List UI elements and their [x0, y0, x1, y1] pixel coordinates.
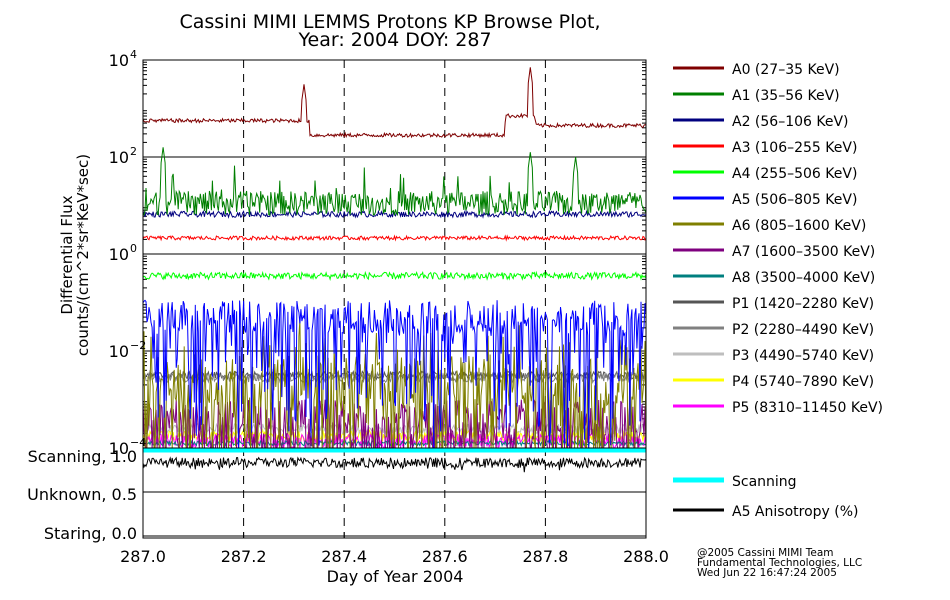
legend-item: A2 (56–106 KeV)	[673, 114, 849, 130]
y-tick-base: 10	[109, 439, 129, 458]
series-line-0	[142, 67, 647, 139]
lower-panel-grid	[143, 448, 646, 538]
legend: A0 (27–35 KeV) A1 (35–56 KeV) A2 (56–106 K…	[673, 62, 883, 520]
y-tick-exponent: −2	[130, 339, 146, 352]
legend-item: A4 (255–506 KeV)	[673, 166, 857, 182]
x-tick-label: 287.6	[422, 547, 468, 566]
y-tick-label: 10 2	[109, 145, 137, 167]
credit-line-1: @2005 Cassini MIMI Team	[697, 547, 834, 559]
legend-label: A0 (27–35 KeV)	[732, 62, 840, 78]
legend-item: P5 (8310–11450 KeV)	[673, 400, 883, 416]
x-tick-label: 288.0	[623, 547, 669, 566]
y-tick-exponent: 4	[130, 48, 137, 61]
legend-label: A6 (805–1600 KeV)	[732, 218, 866, 234]
legend-item: A7 (1600–3500 KeV)	[673, 244, 875, 260]
y-tick-exponent: −4	[130, 436, 146, 449]
y-tick-base: 10	[109, 148, 129, 167]
legend-label: P3 (4490–5740 KeV)	[732, 348, 874, 364]
x-axis-label: Day of Year 2004	[327, 567, 464, 586]
credit-line-2: Fundamental Technologies, LLC	[697, 557, 862, 569]
y-axis-label-line2: counts/(cm^2*sr*KeV*sec)	[74, 154, 92, 356]
legend-label-anisotropy: A5 Anisotropy (%)	[732, 504, 859, 520]
legend-label: P5 (8310–11450 KeV)	[732, 400, 883, 416]
legend-label: P2 (2280–4490 KeV)	[732, 322, 874, 338]
y-tick-exponent: 2	[130, 145, 137, 158]
y-tick-label: 10 4	[109, 48, 137, 70]
legend-label: A2 (56–106 KeV)	[732, 114, 849, 130]
legend-item: P1 (1420–2280 KeV)	[673, 296, 874, 312]
x-tick-label: 287.0	[120, 547, 166, 566]
y-tick-base: 10	[109, 51, 129, 70]
legend-label: A7 (1600–3500 KeV)	[732, 244, 875, 260]
legend-label: A1 (35–56 KeV)	[732, 88, 840, 104]
x-tick-label: 287.4	[321, 547, 367, 566]
legend-label: A8 (3500–4000 KeV)	[732, 270, 875, 286]
legend-item: A5 (506–805 KeV)	[673, 192, 857, 208]
y-tick-base: 10	[109, 342, 129, 361]
legend-item: A8 (3500–4000 KeV)	[673, 270, 875, 286]
y-tick-label: 10 −2	[109, 339, 147, 361]
x-tick-label: 287.2	[221, 547, 267, 566]
legend-item: A3 (106–255 KeV)	[673, 140, 857, 156]
lower-panel-frame	[142, 447, 647, 539]
legend-label: P1 (1420–2280 KeV)	[732, 296, 874, 312]
legend-item-scanning: Scanning	[673, 474, 797, 490]
legend-item: P3 (4490–5740 KeV)	[673, 348, 874, 364]
legend-label: P4 (5740–7890 KeV)	[732, 374, 874, 390]
legend-item: A6 (805–1600 KeV)	[673, 218, 866, 234]
flux-series	[142, 67, 647, 450]
mode-label-staring: Staring, 0.0	[44, 524, 137, 543]
series-line-5	[142, 299, 647, 449]
y-axis-label: Differential Flux counts/(cm^2*sr*KeV*se…	[58, 154, 92, 356]
x-tick-label: 287.8	[522, 547, 568, 566]
legend-item: P4 (5740–7890 KeV)	[673, 374, 874, 390]
legend-item: A1 (35–56 KeV)	[673, 88, 840, 104]
legend-label: A4 (255–506 KeV)	[732, 166, 857, 182]
series-line-4	[142, 270, 647, 281]
chart-title-line1: Cassini MIMI LEMMS Protons KP Browse Plo…	[179, 11, 600, 33]
chart-title-line2: Year: 2004 DOY: 287	[297, 29, 491, 51]
series-line-1	[142, 147, 647, 217]
y-tick-label: 10 0	[109, 242, 137, 264]
lower-panel-series	[142, 447, 647, 473]
legend-label: A3 (106–255 KeV)	[732, 140, 857, 156]
anisotropy-line	[142, 456, 647, 473]
y-axis-label-line1: Differential Flux	[58, 195, 76, 314]
mode-label-unknown: Unknown, 0.5	[27, 485, 137, 504]
y-tick-exponent: 0	[130, 242, 137, 255]
x-axis-ticks: 287.0 287.2 287.4 287.6 287.8 288.0	[120, 532, 669, 566]
mode-label-scanning: Scanning, 1.0	[28, 447, 137, 466]
legend-item: P2 (2280–4490 KeV)	[673, 322, 874, 338]
y-tick-base: 10	[109, 245, 129, 264]
y-tick-label: 10 −4	[109, 436, 147, 458]
legend-item: A0 (27–35 KeV)	[673, 62, 840, 78]
legend-label-scanning: Scanning	[732, 474, 797, 490]
credit-line-3: Wed Jun 22 16:47:24 2005	[697, 567, 837, 579]
legend-item-anisotropy: A5 Anisotropy (%)	[673, 504, 859, 520]
series-line-3	[142, 234, 647, 242]
legend-label: A5 (506–805 KeV)	[732, 192, 857, 208]
